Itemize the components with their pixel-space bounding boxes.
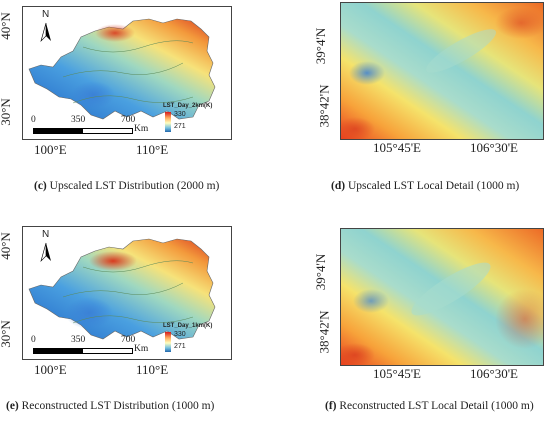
north-label: N (42, 9, 50, 20)
lat-label-bottom: 38°42'N (316, 84, 332, 128)
detail-frame-f (340, 228, 544, 366)
lat-label-top: 39°4'N (313, 253, 329, 291)
scale-bar (33, 128, 133, 134)
scale-700: 700 (121, 115, 136, 125)
panel-d: 39°4'N 38°42'N 105°45'E 106°30'E (d) Ups… (275, 0, 550, 210)
lat-label-bottom: 38°42'N (316, 310, 332, 354)
panel-c: N LST_Day_2km(K) 330 271 0 350 700 Km 40… (0, 0, 275, 210)
legend-high: 330 (174, 111, 186, 118)
panel-f: 39°4'N 38°42'N 105°45'E 106°30'E (f) Rec… (275, 210, 550, 421)
lon-label-right: 110°E (136, 362, 169, 377)
region-map-c (28, 18, 216, 120)
detail-frame-d (340, 2, 544, 140)
map-frame-e: N LST_Day_1km(K) 330 271 0 350 700 Km (22, 226, 232, 360)
scale-bar (33, 348, 133, 354)
lon-label-right: 110°E (136, 142, 169, 157)
legend-low: 271 (174, 123, 186, 130)
legend-title: LST_Day_2km(K) (163, 103, 213, 109)
scale-350: 350 (71, 335, 86, 345)
lat-label-top: 40°N (0, 232, 13, 260)
caption-c: (c) Upscaled LST Distribution (2000 m) (34, 180, 220, 192)
north-arrow-icon (39, 21, 53, 47)
caption-f: (f) Reconstructed LST Local Detail (1000… (325, 400, 534, 412)
scale-unit: Km (134, 124, 149, 134)
detail-map-d (341, 3, 543, 139)
legend-low: 271 (174, 343, 186, 350)
lat-label-top: 40°N (0, 12, 13, 40)
north-arrow-icon (39, 241, 53, 267)
region-map-e (28, 238, 216, 340)
lon-label-left: 105°45'E (373, 366, 421, 381)
legend-title: LST_Day_1km(K) (163, 323, 213, 329)
lon-label-right: 106°30'E (470, 140, 518, 155)
lat-label-top: 39°4'N (313, 27, 329, 65)
legend-colorbar (165, 332, 171, 356)
north-label: N (42, 229, 50, 240)
detail-map-f (341, 229, 543, 365)
lat-label-bottom: 30°N (0, 320, 13, 348)
panel-e: N LST_Day_1km(K) 330 271 0 350 700 Km 40… (0, 210, 275, 421)
lon-label-left: 105°45'E (373, 140, 421, 155)
caption-e: (e) Reconstructed LST Distribution (1000… (6, 400, 215, 412)
scale-350: 350 (71, 115, 86, 125)
lat-label-bottom: 30°N (0, 98, 13, 126)
lon-label-left: 100°E (34, 362, 67, 377)
scale-700: 700 (121, 335, 136, 345)
caption-d: (d) Upscaled LST Local Detail (1000 m) (331, 180, 520, 192)
lon-label-left: 100°E (34, 142, 67, 157)
scale-unit: Km (134, 344, 149, 354)
scale-0: 0 (31, 335, 36, 345)
legend-high: 330 (174, 331, 186, 338)
map-frame-c: N LST_Day_2km(K) 330 271 0 350 700 Km (22, 6, 232, 140)
lon-label-right: 106°30'E (470, 366, 518, 381)
legend-colorbar (165, 112, 171, 136)
scale-0: 0 (31, 115, 36, 125)
